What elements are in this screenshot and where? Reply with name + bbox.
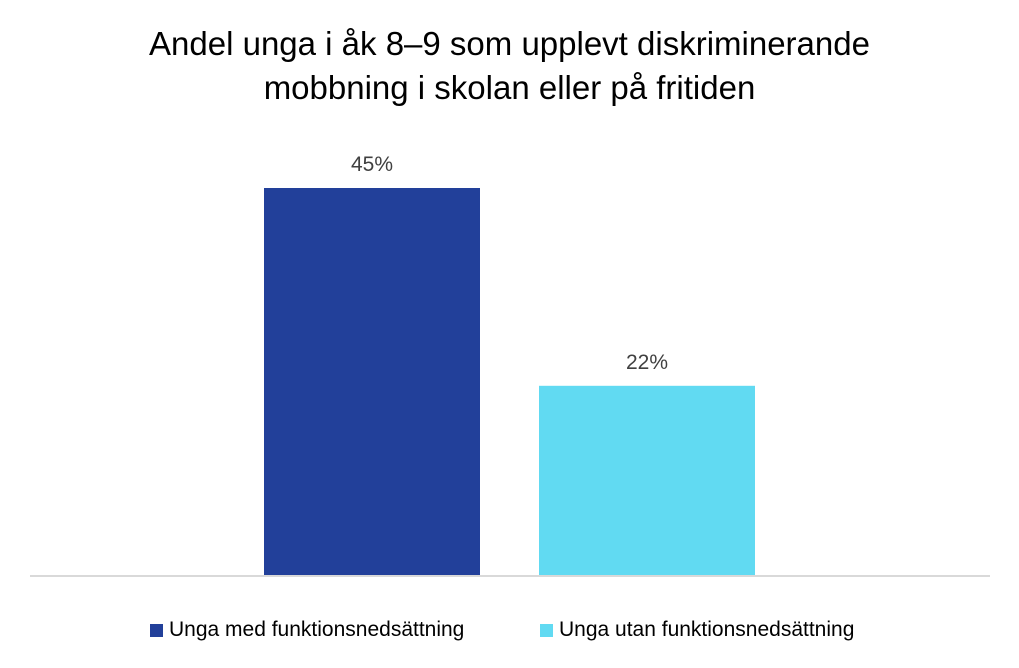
chart-title-line-1: Andel unga i åk 8–9 som upplevt diskrimi…	[149, 25, 870, 62]
chart-title-line-2: mobbning i skolan eller på fritiden	[263, 69, 756, 106]
data-label-1: 45%	[351, 153, 393, 176]
data-label-2: 22%	[626, 351, 668, 374]
bar-1	[264, 188, 480, 575]
legend-label: Unga med funktionsnedsättning	[169, 618, 465, 641]
legend-swatch-cyan	[540, 623, 553, 637]
bar-2	[539, 385, 755, 575]
legend-label: Unga utan funktionsnedsättning	[559, 618, 855, 641]
legend-swatch-dark-blue	[150, 623, 163, 637]
legend-item-without-disability: Unga utan funktionsnedsättning	[540, 618, 854, 642]
legend-item-with-disability: Unga med funktionsnedsättning	[150, 618, 464, 642]
chart-title: Andel unga i åk 8–9 som upplevt diskrimi…	[0, 22, 1019, 110]
